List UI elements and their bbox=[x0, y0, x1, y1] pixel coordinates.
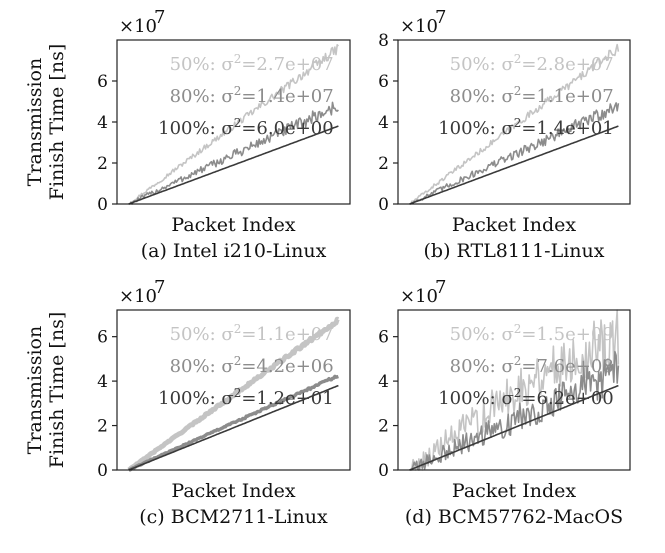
variance-annotation-80pct: 80%: σ2=1.4e+07 bbox=[170, 84, 334, 107]
panel-caption: (a) Intel i210-Linux bbox=[141, 240, 327, 262]
y-tick-label: 2 bbox=[97, 417, 108, 437]
variance-annotation-50pct: 50%: σ2=2.8e+07 bbox=[450, 52, 614, 75]
series-line-80pct bbox=[128, 101, 339, 205]
variance-annotation-50pct: 50%: σ2=2.7e+07 bbox=[170, 52, 334, 75]
series-line-100pct bbox=[128, 384, 339, 471]
variance-annotation-80pct: 80%: σ2=7.6e+08 bbox=[450, 354, 614, 377]
panel-0: 0 2 4 6 ×107 50%: σ2=2.7e+07 80%: σ2=1.4e+07 10… bbox=[24, 7, 351, 262]
scale-multiplier: ×10 bbox=[119, 16, 157, 37]
panel-caption: (d) BCM57762-MacOS bbox=[405, 506, 623, 528]
y-tick-label: 0 bbox=[97, 461, 108, 481]
panel-2: 0 2 4 6 ×107 50%: σ2=1.1e+07 80%: σ2=4.2e+06 10… bbox=[24, 277, 351, 528]
variance-annotation-80pct: 80%: σ2=4.2e+06 bbox=[170, 354, 334, 377]
series-line-80pct bbox=[409, 350, 620, 471]
series-line-80pct bbox=[409, 102, 620, 205]
series-line-100pct bbox=[409, 125, 619, 205]
x-axis-label: Packet Index bbox=[452, 480, 576, 502]
y-tick-label: 0 bbox=[378, 461, 389, 481]
x-axis-label: Packet Index bbox=[171, 214, 295, 236]
y-tick-label: 0 bbox=[97, 195, 108, 215]
series-line-100pct bbox=[128, 125, 339, 205]
y-tick-label: 4 bbox=[378, 113, 389, 133]
variance-annotation-80pct: 80%: σ2=1.1e+07 bbox=[450, 84, 614, 107]
panel-caption: (c) BCM2711-Linux bbox=[139, 506, 328, 528]
scale-exponent: 7 bbox=[435, 277, 446, 298]
y-tick-label: 6 bbox=[97, 72, 108, 92]
y-tick-label: 2 bbox=[378, 417, 389, 437]
y-axis-label: Transmission bbox=[24, 58, 46, 186]
x-axis-label: Packet Index bbox=[452, 214, 576, 236]
variance-annotation-100pct: 100%: σ2=6.0e+00 bbox=[158, 116, 334, 139]
y-tick-label: 4 bbox=[97, 113, 108, 133]
series-line-80pct bbox=[128, 374, 339, 472]
series-line-100pct bbox=[409, 384, 619, 471]
variance-annotation-50pct: 50%: σ2=1.5e+09 bbox=[450, 322, 614, 345]
plot-frame bbox=[116, 309, 351, 471]
variance-annotation-100pct: 100%: σ2=1.4e+01 bbox=[438, 116, 614, 139]
y-axis-label: Finish Time [ns] bbox=[46, 44, 68, 200]
y-tick-label: 4 bbox=[97, 372, 108, 392]
variance-annotation-100pct: 100%: σ2=1.2e+01 bbox=[158, 386, 334, 409]
y-tick-label: 8 bbox=[378, 31, 389, 51]
y-tick-label: 6 bbox=[97, 328, 108, 348]
panel-1: 0 2 4 6 8 ×107 50%: σ2=2.8e+07 80%: σ2=1.1e+07 1… bbox=[378, 7, 631, 262]
y-tick-label: 6 bbox=[378, 72, 389, 92]
y-tick-label: 6 bbox=[378, 328, 389, 348]
series-line-50pct bbox=[409, 43, 620, 205]
series-line-50pct bbox=[128, 44, 339, 205]
y-tick-label: 2 bbox=[378, 154, 389, 174]
scale-multiplier: ×10 bbox=[400, 286, 438, 307]
scale-multiplier: ×10 bbox=[400, 16, 438, 37]
y-tick-label: 0 bbox=[378, 195, 389, 215]
scale-exponent: 7 bbox=[435, 7, 446, 28]
plot-frame bbox=[397, 309, 631, 471]
panel-caption: (b) RTL8111-Linux bbox=[424, 240, 605, 262]
series-line-50pct bbox=[127, 316, 340, 473]
scale-exponent: 7 bbox=[154, 7, 165, 28]
y-tick-label: 2 bbox=[97, 154, 108, 174]
panel-3: 0 2 4 6 ×107 50%: σ2=1.5e+09 80%: σ2=7.6e+08 10… bbox=[378, 277, 631, 528]
y-axis-label: Transmission bbox=[24, 326, 46, 454]
variance-annotation-100pct: 100%: σ2=6.2e+00 bbox=[438, 386, 614, 409]
scale-multiplier: ×10 bbox=[119, 286, 157, 307]
variance-annotation-50pct: 50%: σ2=1.1e+07 bbox=[170, 322, 334, 345]
y-tick-label: 4 bbox=[378, 372, 389, 392]
y-axis-label: Finish Time [ns] bbox=[46, 312, 68, 468]
scale-exponent: 7 bbox=[154, 277, 165, 298]
x-axis-label: Packet Index bbox=[171, 480, 295, 502]
